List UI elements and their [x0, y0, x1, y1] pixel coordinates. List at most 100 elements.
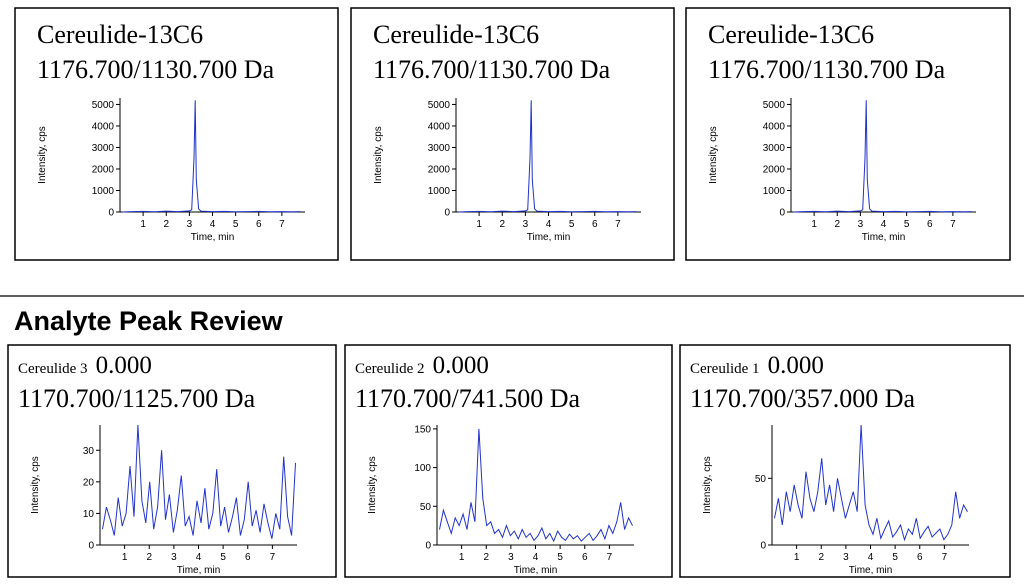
x-tick-label: 4 — [546, 219, 552, 230]
chart-subtitle: 1170.700/1125.700 Da — [18, 384, 256, 413]
y-tick-label: 4000 — [92, 121, 115, 132]
x-tick-label: 1 — [476, 219, 482, 230]
y-tick-label: 100 — [414, 463, 431, 474]
chart-subtitle: 1170.700/357.000 Da — [690, 384, 916, 413]
y-tick-label: 5000 — [763, 100, 786, 111]
chart-subtitle: 1176.700/1130.700 Da — [708, 55, 946, 84]
x-axis-label: Time, min — [514, 565, 558, 576]
chart-panel: Cereulide-13C6 1176.700/1130.700 Da 0 1000 2… — [350, 7, 675, 261]
y-tick-label: 5000 — [428, 100, 451, 111]
y-tick-label: 2000 — [428, 164, 451, 175]
x-tick-label: 6 — [256, 219, 262, 230]
panel-border — [350, 7, 675, 261]
x-tick-label: 4 — [196, 552, 202, 563]
y-tick-label: 3000 — [428, 143, 451, 154]
y-tick-label: 50 — [755, 474, 767, 485]
y-tick-label: 0 — [108, 208, 114, 219]
chart-panel: Cereulide 3 0.000 1170.700/1125.700 Da 0 10 2… — [7, 344, 337, 578]
y-tick-label: 1000 — [428, 186, 451, 197]
section-heading: Analyte Peak Review — [14, 306, 284, 336]
x-axis-label: Time, min — [862, 232, 906, 243]
x-tick-label: 4 — [881, 219, 887, 230]
x-tick-label: 1 — [140, 219, 146, 230]
x-tick-label: 2 — [146, 552, 152, 563]
analyte-name: Cereulide 2 — [355, 361, 425, 377]
x-tick-label: 6 — [245, 552, 251, 563]
x-tick-label: 7 — [950, 219, 956, 230]
y-tick-label: 3000 — [92, 143, 115, 154]
panel-border — [685, 7, 1011, 261]
chart-title: Cereulide-13C6 — [708, 20, 874, 49]
analyte-value: 0.000 — [433, 352, 489, 379]
x-tick-label: 7 — [942, 552, 948, 563]
chart-panel: Cereulide 2 0.000 1170.700/741.500 Da 0 50 10… — [344, 344, 673, 578]
x-tick-label: 6 — [917, 552, 923, 563]
x-tick-label: 7 — [270, 552, 276, 563]
chart-title: Cereulide 3 0.000 — [18, 352, 152, 379]
x-tick-label: 1 — [459, 552, 465, 563]
x-axis-label: Time, min — [527, 232, 571, 243]
y-tick-label: 2000 — [92, 164, 115, 175]
chromatogram-line — [122, 100, 301, 213]
chromatogram-line — [793, 100, 972, 213]
y-axis-label: Intensity, cps — [37, 126, 48, 184]
x-tick-label: 7 — [607, 552, 613, 563]
x-tick-label: 4 — [210, 219, 216, 230]
x-tick-label: 3 — [843, 552, 849, 563]
x-tick-label: 3 — [523, 219, 529, 230]
y-tick-label: 5000 — [92, 100, 115, 111]
x-tick-label: 4 — [533, 552, 539, 563]
analyte-value: 0.000 — [96, 352, 152, 379]
x-tick-label: 3 — [187, 219, 193, 230]
x-tick-label: 6 — [592, 219, 598, 230]
y-tick-label: 0 — [425, 541, 431, 552]
analyte-name: Cereulide 1 — [690, 361, 760, 377]
chart-title: Cereulide 2 0.000 — [355, 352, 489, 379]
x-tick-label: 2 — [818, 552, 824, 563]
y-tick-label: 0 — [760, 541, 766, 552]
y-tick-label: 4000 — [428, 121, 451, 132]
y-axis-label: Intensity, cps — [702, 456, 713, 514]
y-tick-label: 10 — [83, 509, 95, 520]
chromatogram-line — [102, 424, 296, 539]
x-tick-label: 2 — [834, 219, 840, 230]
chromatogram-line — [774, 424, 968, 542]
y-tick-label: 0 — [444, 208, 450, 219]
panel-border — [7, 344, 337, 578]
y-tick-label: 2000 — [763, 164, 786, 175]
y-tick-label: 150 — [414, 424, 431, 435]
x-tick-label: 3 — [508, 552, 514, 563]
y-tick-label: 4000 — [763, 121, 786, 132]
x-tick-label: 5 — [220, 552, 226, 563]
chart-subtitle: 1176.700/1130.700 Da — [373, 55, 611, 84]
y-tick-label: 3000 — [763, 143, 786, 154]
x-tick-label: 5 — [557, 552, 563, 563]
chromatogram-line — [439, 428, 633, 543]
chromatogram-line — [458, 100, 637, 213]
chart-title: Cereulide-13C6 — [37, 20, 203, 49]
panel-border — [14, 7, 339, 261]
x-tick-label: 7 — [279, 219, 285, 230]
x-tick-label: 6 — [582, 552, 588, 563]
panel-border — [344, 344, 673, 578]
x-tick-label: 3 — [171, 552, 177, 563]
analyte-name: Cereulide 3 — [18, 361, 88, 377]
y-axis-label: Intensity, cps — [367, 456, 378, 514]
x-tick-label: 7 — [615, 219, 621, 230]
chart-subtitle: 1176.700/1130.700 Da — [37, 55, 275, 84]
x-tick-label: 5 — [233, 219, 239, 230]
y-tick-label: 0 — [88, 541, 94, 552]
y-tick-label: 1000 — [92, 186, 115, 197]
x-tick-label: 2 — [163, 219, 169, 230]
chart-title: Cereulide-13C6 — [373, 20, 539, 49]
x-tick-label: 3 — [858, 219, 864, 230]
chart-subtitle: 1170.700/741.500 Da — [355, 384, 581, 413]
x-tick-label: 5 — [892, 552, 898, 563]
analyte-value: 0.000 — [768, 352, 824, 379]
y-tick-label: 50 — [420, 502, 432, 513]
x-tick-label: 1 — [811, 219, 817, 230]
y-axis-label: Intensity, cps — [708, 126, 719, 184]
y-tick-label: 20 — [83, 477, 95, 488]
x-tick-label: 5 — [904, 219, 910, 230]
